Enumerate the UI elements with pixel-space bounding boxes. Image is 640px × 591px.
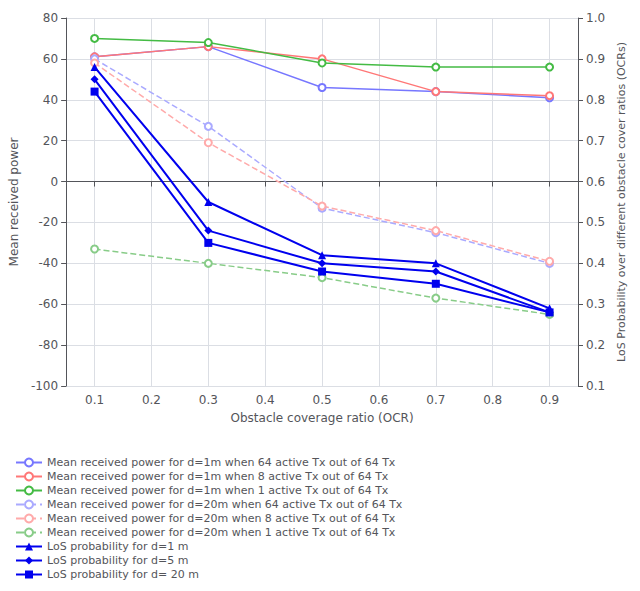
svg-text:Mean received power for d=20m: Mean received power for d=20m when 8 act… [47,512,396,525]
svg-text:-60: -60 [39,297,59,311]
svg-text:0.3: 0.3 [199,393,218,407]
svg-text:0.7: 0.7 [586,134,605,148]
svg-text:LoS probability for d=5 m: LoS probability for d=5 m [47,554,188,567]
svg-text:-80: -80 [39,338,59,352]
svg-text:-100: -100 [31,379,58,393]
svg-text:0.2: 0.2 [586,338,605,352]
svg-text:60: 60 [43,52,58,66]
svg-text:0.4: 0.4 [256,393,275,407]
svg-text:0.1: 0.1 [85,393,104,407]
svg-text:LoS Probability over different: LoS Probability over different obstacle … [615,42,628,362]
svg-text:0.6: 0.6 [586,175,605,189]
svg-text:0.9: 0.9 [540,393,559,407]
svg-text:0.1: 0.1 [586,379,605,393]
svg-text:Mean received power for d=1m w: Mean received power for d=1m when 8 acti… [47,470,389,483]
svg-text:20: 20 [43,134,58,148]
svg-text:Mean received power: Mean received power [7,137,21,266]
svg-text:-20: -20 [39,215,59,229]
svg-text:LoS probability for d= 20 m: LoS probability for d= 20 m [47,568,199,581]
svg-text:Mean received power for d=20m: Mean received power for d=20m when 1 act… [47,526,396,539]
svg-text:40: 40 [43,93,58,107]
svg-text:0.8: 0.8 [483,393,502,407]
svg-text:LoS probability for d=1 m: LoS probability for d=1 m [47,540,188,553]
svg-text:0.7: 0.7 [426,393,445,407]
svg-text:0.5: 0.5 [313,393,332,407]
svg-text:0.5: 0.5 [586,215,605,229]
svg-text:0.9: 0.9 [586,52,605,66]
svg-text:80: 80 [43,11,58,25]
svg-text:Mean received power for d=1m w: Mean received power for d=1m when 1 acti… [47,484,389,497]
svg-text:1.0: 1.0 [586,11,605,25]
svg-text:Mean received power for d=1m w: Mean received power for d=1m when 64 act… [47,456,396,469]
svg-text:0.4: 0.4 [586,256,605,270]
svg-text:Obstacle coverage ratio (OCR): Obstacle coverage ratio (OCR) [231,411,414,425]
svg-text:0.2: 0.2 [142,393,161,407]
svg-text:0: 0 [50,175,58,189]
svg-text:0.6: 0.6 [369,393,388,407]
svg-text:0.8: 0.8 [586,93,605,107]
svg-text:-40: -40 [39,256,59,270]
svg-text:0.3: 0.3 [586,297,605,311]
svg-text:Mean received power for d=20m: Mean received power for d=20m when 64 ac… [47,498,403,511]
